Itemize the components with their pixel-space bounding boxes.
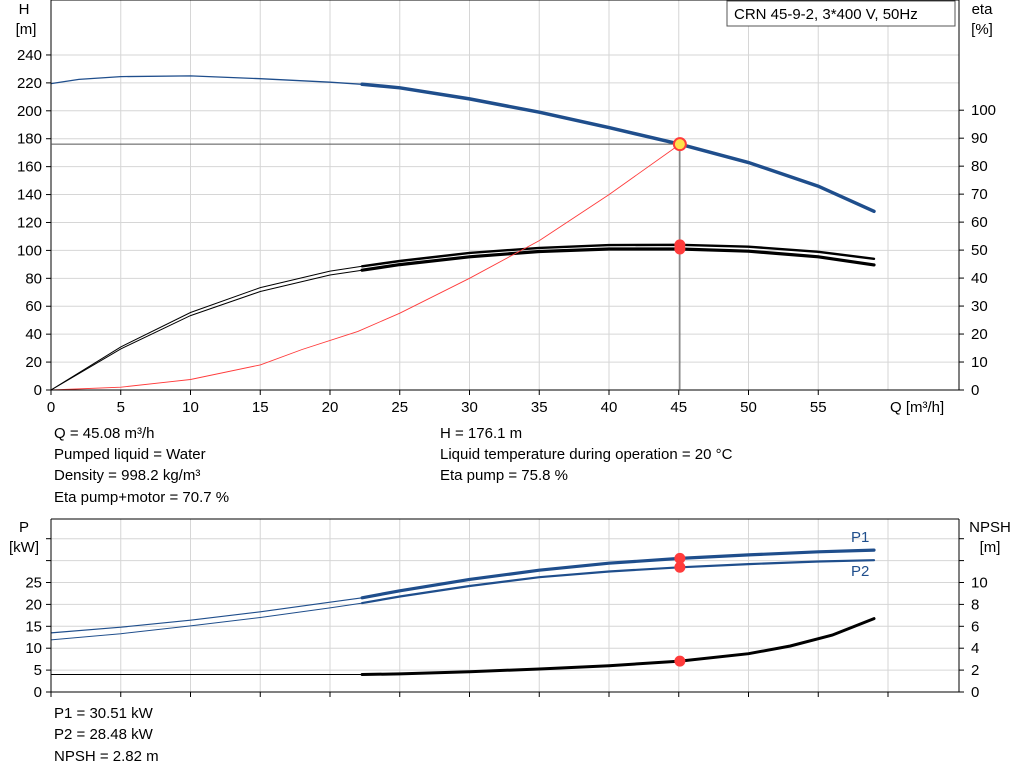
x-tick-label: 35	[531, 399, 548, 416]
npsh-tick-label: 2	[971, 662, 979, 679]
h-tick-label: 0	[34, 382, 42, 399]
eta-tick-label: 70	[971, 186, 988, 203]
liquid-readout: Pumped liquid = Water	[54, 446, 206, 463]
eta-tick-label: 0	[971, 382, 979, 399]
x-tick-label: 20	[322, 399, 339, 416]
p-axis-unit: [kW]	[9, 539, 39, 556]
npsh-marker	[674, 655, 686, 667]
h-tick-label: 220	[17, 75, 42, 92]
npsh-tick-label: 6	[971, 618, 979, 635]
head-curve-extrapolated	[50, 75, 363, 85]
p1-readout: P1 = 30.51 kW	[54, 705, 153, 722]
h-tick-label: 200	[17, 103, 42, 120]
p-tick-label: 10	[25, 640, 42, 657]
flow-readout: Q = 45.08 m³/h	[54, 425, 155, 442]
eta-axis-label: eta	[972, 1, 994, 18]
operating-point-markers	[51, 137, 687, 667]
eta-pump-curve-extrapolated	[50, 269, 363, 391]
p-tick-label: 15	[25, 618, 42, 635]
x-tick-label: 15	[252, 399, 269, 416]
h-axis-label: H	[19, 1, 30, 18]
top-chart-grid	[50, 0, 959, 391]
p2-readout: P2 = 28.48 kW	[54, 726, 153, 743]
x-tick-label: 45	[670, 399, 687, 416]
bottom-chart-axes: 0 5 10 15 20 25 0 2 4 6 8 10	[25, 518, 988, 701]
p-axis-label: P	[19, 519, 29, 536]
h-tick-label: 160	[17, 159, 42, 176]
npsh-curve	[360, 617, 876, 676]
x-tick-label: 0	[47, 399, 55, 416]
p2-curve	[361, 559, 876, 605]
q-axis-label: Q [m³/h]	[890, 399, 944, 416]
eta-pump-curve	[360, 247, 876, 272]
eta-pump-motor-curve	[360, 243, 876, 268]
x-tick-label: 55	[810, 399, 827, 416]
eta-tick-label: 90	[971, 130, 988, 147]
npsh-tick-label: 10	[971, 575, 988, 592]
x-tick-label: 30	[461, 399, 478, 416]
p-tick-label: 0	[34, 684, 42, 701]
head-duty-point-marker	[672, 137, 687, 152]
npsh-readout: NPSH = 2.82 m	[54, 748, 159, 765]
p-tick-label: 5	[34, 662, 42, 679]
head-curve	[360, 82, 876, 214]
h-tick-label: 40	[25, 326, 42, 343]
p2-marker	[674, 561, 686, 573]
top-chart-axes: 0 5 10 15 20 25 30 35 40 45 50 55020406080100120140…	[17, 0, 996, 416]
h-tick-label: 100	[17, 242, 42, 259]
h-tick-label: 180	[17, 131, 42, 148]
x-tick-label: 50	[740, 399, 757, 416]
npsh-tick-label: 4	[971, 640, 979, 657]
p2-curve-extrapolated	[50, 602, 363, 641]
eta-tick-label: 50	[971, 242, 988, 259]
eta-tick-label: 60	[971, 214, 988, 231]
eta-tick-label: 30	[971, 298, 988, 315]
x-tick-label: 10	[182, 399, 199, 416]
h-tick-label: 80	[25, 270, 42, 287]
p-tick-label: 25	[25, 575, 42, 592]
x-tick-label: 5	[117, 399, 125, 416]
eta-tick-label: 20	[971, 326, 988, 343]
npsh-tick-label: 0	[971, 684, 979, 701]
eta-pump-motor-marker	[674, 243, 686, 255]
eta-tick-label: 80	[971, 158, 988, 175]
p-tick-label: 20	[25, 596, 42, 613]
eta-pump-motor-curve-extrapolated	[50, 265, 363, 391]
h-tick-label: 120	[17, 214, 42, 231]
npsh-axis-unit: [m]	[980, 539, 1001, 556]
eta-tick-label: 100	[971, 102, 996, 119]
temperature-readout: Liquid temperature during operation = 20…	[440, 446, 733, 463]
p1-curve	[360, 548, 876, 600]
head-readout: H = 176.1 m	[440, 425, 523, 442]
x-tick-label: 25	[391, 399, 408, 416]
eta-pump-readout: Eta pump = 75.8 %	[440, 467, 568, 484]
x-tick-label: 40	[601, 399, 618, 416]
p2-series-label: P2	[851, 563, 869, 580]
eta-axis-unit: [%]	[971, 21, 993, 38]
h-tick-label: 20	[25, 354, 42, 371]
eta-tick-label: 10	[971, 354, 988, 371]
bottom-chart-curves	[50, 548, 876, 676]
h-tick-label: 140	[17, 187, 42, 204]
p1-series-label: P1	[851, 529, 869, 546]
h-tick-label: 240	[17, 47, 42, 64]
p1-curve-extrapolated	[50, 597, 363, 634]
h-axis-unit: [m]	[16, 21, 37, 38]
npsh-tick-label: 8	[971, 596, 979, 613]
title-box	[726, 0, 956, 27]
system-curve	[50, 143, 681, 391]
eta-total-readout: Eta pump+motor = 70.7 %	[54, 489, 230, 506]
eta-tick-label: 40	[971, 270, 988, 287]
top-chart-curves	[50, 75, 876, 391]
bottom-chart-grid	[50, 519, 959, 693]
chart-title: CRN 45-9-2, 3*400 V, 50Hz	[734, 6, 918, 23]
p1-marker	[674, 552, 686, 564]
npsh-axis-label: NPSH	[969, 519, 1011, 536]
density-readout: Density = 998.2 kg/m³	[54, 467, 201, 484]
h-tick-label: 60	[25, 298, 42, 315]
